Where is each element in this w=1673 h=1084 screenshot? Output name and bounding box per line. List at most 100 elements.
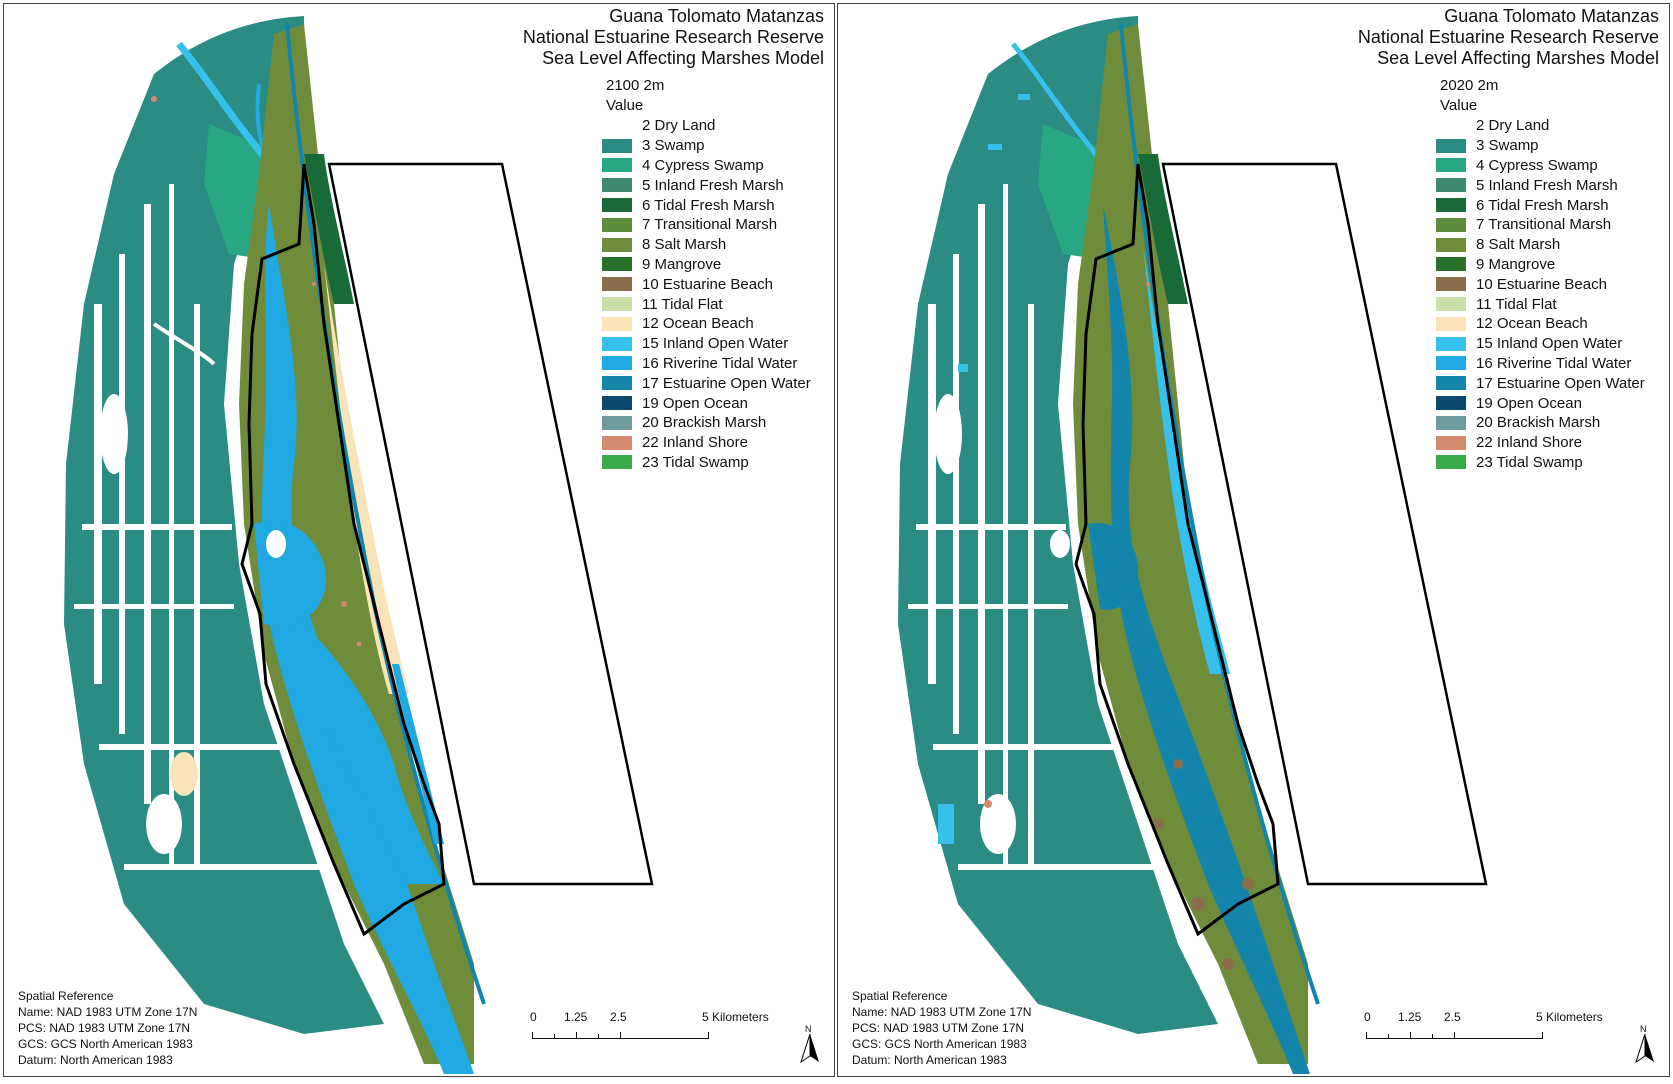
spatial-reference-gcs: GCS: GCS North American 1983: [18, 1037, 193, 1051]
north-arrow: N: [1635, 1024, 1655, 1064]
legend-label: 11 Tidal Flat: [642, 295, 723, 313]
legend-swatch: [1436, 118, 1466, 133]
legend-swatch: [602, 277, 632, 292]
legend-item: 4 Cypress Swamp: [602, 156, 811, 176]
legend-label: 8 Salt Marsh: [1476, 236, 1561, 254]
legend-label: 10 Estuarine Beach: [1476, 275, 1607, 293]
legend-label: 7 Transitional Marsh: [1476, 216, 1612, 234]
legend-label: 10 Estuarine Beach: [642, 275, 773, 293]
legend-item: 9 Mangrove: [1436, 255, 1645, 275]
legend-item: 15 Inland Open Water: [1436, 334, 1645, 354]
legend-swatch: [602, 198, 632, 213]
legend-swatch: [1436, 257, 1466, 272]
study-area-frame: [1161, 162, 1488, 886]
north-arrow: N: [800, 1024, 820, 1064]
scale-tick: [598, 1034, 599, 1039]
scale-label-3: 5 Kilometers: [702, 1010, 769, 1024]
legend-swatch: [1436, 277, 1466, 292]
legend-swatch: [602, 138, 632, 153]
legend-label: 4 Cypress Swamp: [642, 156, 764, 174]
legend-swatch: [1436, 356, 1466, 371]
legend-label: 3 Swamp: [1476, 137, 1539, 155]
legend-item: 7 Transitional Marsh: [602, 215, 811, 235]
scale-label-2: 2.5: [610, 1010, 627, 1024]
spatial-reference-pcs: PCS: NAD 1983 UTM Zone 17N: [18, 1021, 191, 1035]
legend-item: 12 Ocean Beach: [1436, 314, 1645, 334]
legend-label: 23 Tidal Swamp: [1476, 453, 1583, 471]
legend-label: 22 Inland Shore: [642, 434, 748, 452]
title-line-1: Guana Tolomato Matanzas: [1444, 6, 1659, 26]
legend-item: 10 Estuarine Beach: [602, 274, 811, 294]
legend-items: 2 Dry Land 3 Swamp 4 Cypress Swamp 5 Inland…: [1436, 116, 1645, 472]
legend-label: 7 Transitional Marsh: [642, 216, 778, 234]
map-frame: [898, 16, 1488, 1074]
legend-item: 19 Open Ocean: [602, 393, 811, 413]
north-arrow-icon: [1635, 1034, 1654, 1064]
north-label: N: [1640, 1024, 1647, 1034]
spatial-reference: Spatial Reference Name: NAD 1983 UTM Zon…: [18, 988, 197, 1068]
legend-label: 16 Riverine Tidal Water: [642, 354, 798, 372]
legend-item: 3 Swamp: [1436, 136, 1645, 156]
legend-scenario: 2020 2m: [1440, 77, 1499, 94]
legend-label: 23 Tidal Swamp: [642, 453, 749, 471]
legend-item: 23 Tidal Swamp: [1436, 453, 1645, 473]
legend-item: 8 Salt Marsh: [1436, 235, 1645, 255]
land-cover-mosaic: [898, 16, 1320, 1074]
legend-item: 20 Brackish Marsh: [1436, 413, 1645, 433]
legend-item: 5 Inland Fresh Marsh: [1436, 175, 1645, 195]
legend-item: 11 Tidal Flat: [602, 294, 811, 314]
legend-label: 6 Tidal Fresh Marsh: [642, 196, 775, 214]
legend-item: 6 Tidal Fresh Marsh: [1436, 195, 1645, 215]
title-line-2: National Estuarine Research Reserve: [522, 27, 824, 47]
legend-swatch: [1436, 376, 1466, 391]
map-frame: [64, 16, 654, 1074]
spatial-reference-datum: Datum: North American 1983: [852, 1053, 1007, 1067]
legend-label: 16 Riverine Tidal Water: [1476, 354, 1632, 372]
land-cover-mosaic: [64, 16, 486, 1074]
legend-item: 22 Inland Shore: [602, 433, 811, 453]
legend-label: 2 Dry Land: [1476, 117, 1550, 135]
legend-swatch: [602, 297, 632, 312]
map-title: Guana Tolomato Matanzas National Estuari…: [523, 6, 824, 69]
legend-label: 12 Ocean Beach: [1476, 315, 1588, 333]
legend-item: 7 Transitional Marsh: [1436, 215, 1645, 235]
legend-item: 9 Mangrove: [602, 255, 811, 275]
legend-label: 2 Dry Land: [642, 117, 716, 135]
spatial-reference-heading: Spatial Reference: [18, 989, 114, 1003]
legend-swatch: [602, 257, 632, 272]
title-line-1: Guana Tolomato Matanzas: [609, 6, 824, 26]
legend-item: 10 Estuarine Beach: [1436, 274, 1645, 294]
legend-swatch: [1436, 178, 1466, 193]
legend-swatch: [602, 336, 632, 351]
legend-item: 15 Inland Open Water: [602, 334, 811, 354]
scale-label-0: 0: [1364, 1010, 1371, 1024]
legend-label: 20 Brackish Marsh: [1476, 414, 1601, 432]
scale-tick: [1366, 1032, 1367, 1039]
legend-label: 11 Tidal Flat: [1476, 295, 1557, 313]
legend-label: 17 Estuarine Open Water: [1476, 374, 1645, 392]
legend-item: 4 Cypress Swamp: [1436, 156, 1645, 176]
scale-label-0: 0: [530, 1010, 537, 1024]
legend-swatch: [1436, 297, 1466, 312]
scale-tick: [708, 1032, 709, 1039]
legend: 2020 2m Value 2 Dry Land 3 Swamp 4 Cypress…: [1436, 76, 1645, 472]
legend-item: 3 Swamp: [602, 136, 811, 156]
legend-label: 9 Mangrove: [1476, 255, 1556, 273]
title-line-3: Sea Level Affecting Marshes Model: [1377, 48, 1659, 68]
legend-item: 2 Dry Land: [1436, 116, 1645, 136]
legend-label: 8 Salt Marsh: [642, 236, 727, 254]
legend-label: 5 Inland Fresh Marsh: [642, 176, 784, 194]
legend-label: 15 Inland Open Water: [642, 335, 789, 353]
legend-label: 20 Brackish Marsh: [642, 414, 767, 432]
legend-swatch: [602, 118, 632, 133]
legend-item: 6 Tidal Fresh Marsh: [602, 195, 811, 215]
legend-label: 5 Inland Fresh Marsh: [1476, 176, 1618, 194]
reserve-boundary: [240, 163, 446, 937]
legend-swatch: [1436, 396, 1466, 411]
legend-item: 16 Riverine Tidal Water: [1436, 354, 1645, 374]
scale-tick: [1410, 1032, 1411, 1039]
scale-tick: [1542, 1032, 1543, 1039]
legend-items: 2 Dry Land 3 Swamp 4 Cypress Swamp 5 Inland…: [602, 116, 811, 472]
legend-swatch: [1436, 435, 1466, 450]
legend-swatch: [1436, 316, 1466, 331]
